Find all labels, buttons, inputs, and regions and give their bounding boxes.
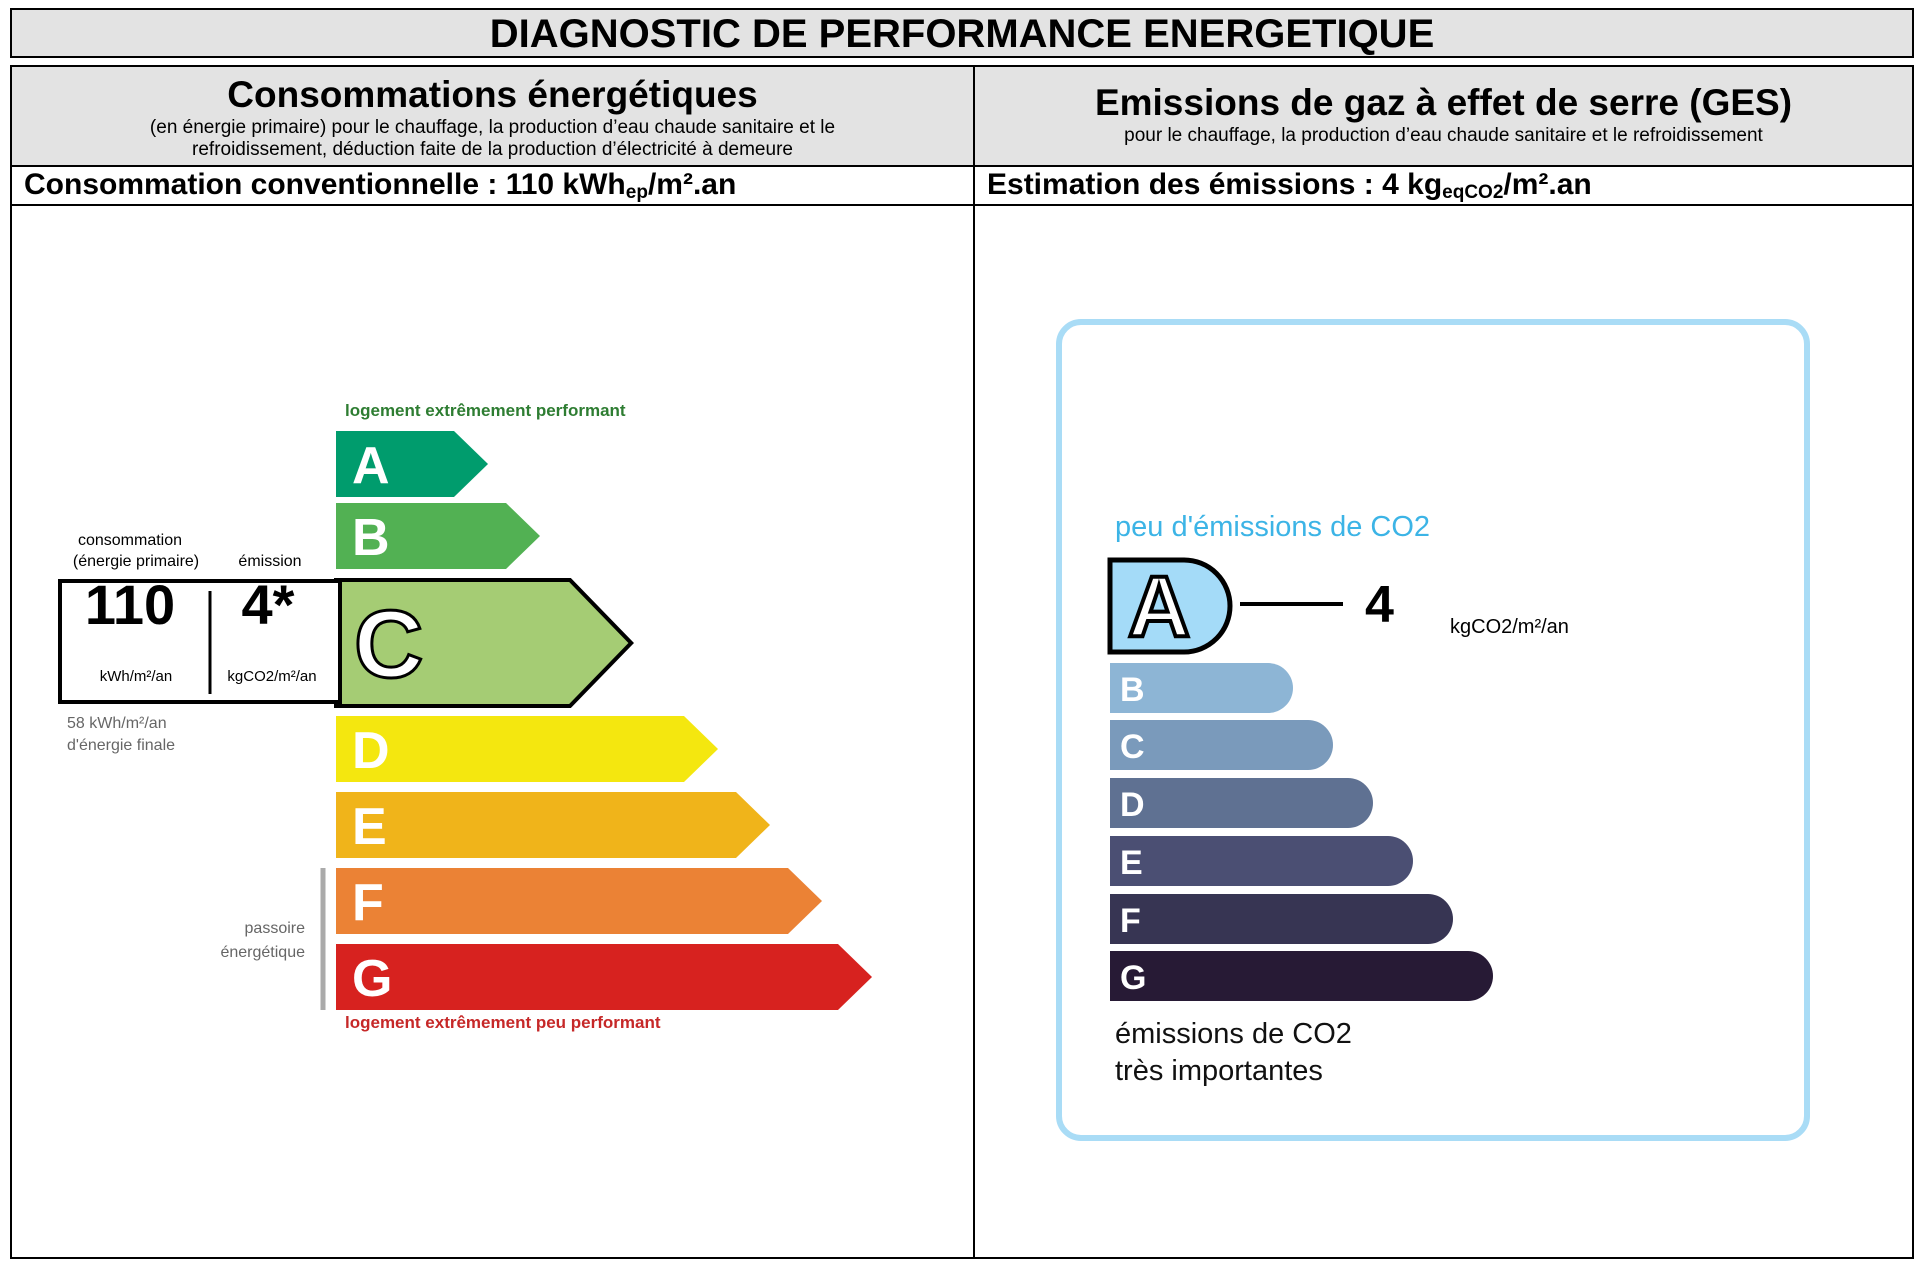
energy-class-bar-b	[336, 503, 540, 569]
consumption-unit: kWh/m²/an	[100, 668, 173, 685]
ges-subheading: pour le chauffage, la production d’eau c…	[1124, 125, 1763, 146]
ges-bottom-label-2: très importantes	[1115, 1055, 1323, 1087]
energy-class-letter-d: D	[352, 722, 390, 780]
energy-bottom-label: logement extrêmement peu performant	[345, 1013, 661, 1032]
ges-class-letter-b: B	[1120, 671, 1145, 709]
consumption-value: 110	[85, 573, 175, 636]
current-value-box	[58, 579, 342, 704]
energy-top-label: logement extrêmement performant	[345, 401, 626, 420]
energy-conventional-value: Consommation conventionnelle : 110 kWhep…	[24, 168, 737, 203]
ges-header: Emissions de gaz à effet de serre (GES) …	[975, 67, 1912, 165]
energy-class-letter-a: A	[352, 437, 390, 495]
header-divider	[10, 165, 1914, 167]
column-divider	[973, 65, 975, 1259]
ges-unit: kgCO2/m²/an	[1450, 616, 1569, 638]
energy-header: Consommations énergétiques (en énergie p…	[12, 67, 973, 165]
ges-heading: Emissions de gaz à effet de serre (GES)	[1094, 82, 1793, 123]
ges-class-letter-e: E	[1120, 844, 1143, 882]
energy-class-bar-a	[336, 431, 488, 497]
energy-class-bar-f	[336, 868, 822, 934]
passoire-line-1: passoire	[245, 920, 306, 937]
emission-unit: kgCO2/m²/an	[227, 668, 316, 685]
energy-class-bar-e	[336, 792, 770, 858]
energy-class-letter-e: E	[352, 798, 387, 856]
energy-class-bar-g	[336, 944, 872, 1010]
ges-estimated-value: Estimation des émissions : 4 kgeqCO2/m².…	[987, 168, 1592, 203]
subrow-divider	[10, 204, 1914, 206]
ges-class-bar-f	[1110, 894, 1453, 944]
ges-bottom-label-1: émissions de CO2	[1115, 1018, 1352, 1050]
ges-class-letter-f: F	[1120, 902, 1141, 940]
energy-class-bar-d	[336, 716, 718, 782]
energy-subheading-1: (en énergie primaire) pour le chauffage,…	[149, 117, 836, 138]
ges-class-bar-d	[1110, 778, 1373, 828]
ges-class-bar-e	[1110, 836, 1413, 886]
emission-value: 4*	[242, 573, 295, 636]
ges-class-bar-b	[1110, 663, 1293, 713]
ges-class-letter-c: C	[1120, 728, 1145, 766]
energy-class-letter-f: F	[352, 874, 384, 932]
ges-class-letter-d: D	[1120, 786, 1145, 824]
final-energy-line-2: d'énergie finale	[67, 737, 175, 754]
ges-class-bar-g	[1110, 951, 1493, 1001]
energy-class-letter-g: G	[352, 950, 392, 1008]
ges-class-bar-c	[1110, 720, 1333, 770]
ges-value: 4	[1365, 576, 1394, 634]
consumption-caption-2: (énergie primaire)	[73, 553, 199, 570]
final-energy-line-1: 58 kWh/m²/an	[67, 715, 167, 732]
energy-subheading-2: refroidissement, déduction faite de la p…	[192, 139, 793, 160]
ges-class-letter-g: G	[1120, 959, 1146, 997]
energy-heading: Consommations énergétiques	[227, 74, 758, 115]
energy-class-letter-c: C	[354, 591, 423, 698]
energy-class-letter-b: B	[352, 509, 390, 567]
passoire-line-2: énergétique	[220, 944, 305, 961]
ges-class-bar-a	[1107, 557, 1233, 655]
consumption-caption: consommation	[78, 532, 182, 549]
document-title: DIAGNOSTIC DE PERFORMANCE ENERGETIQUE	[10, 8, 1914, 58]
table-frame	[10, 65, 1914, 1259]
emission-caption: émission	[238, 553, 301, 570]
ges-class-letter-a: A	[1128, 559, 1190, 655]
ges-top-label: peu d'émissions de CO2	[1115, 511, 1430, 543]
